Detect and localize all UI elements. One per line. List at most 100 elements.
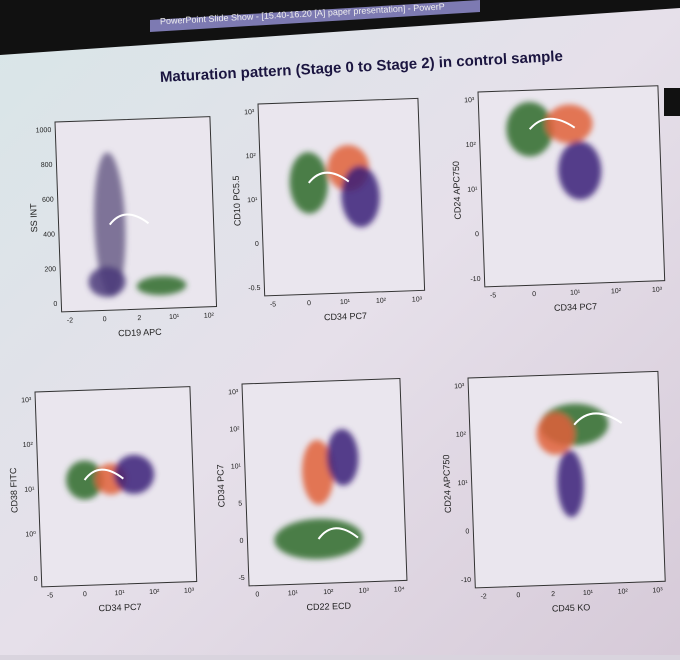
y-tick-label: 0 [239,538,243,545]
y-tick-label: 10² [229,426,240,433]
cell-cloud [558,141,602,200]
screen-edge [664,88,680,116]
x-tick-label: 10³ [652,587,663,594]
y-tick-label: 10³ [464,97,475,104]
y-tick-label: 10¹ [231,463,242,470]
cell-cloud [326,429,359,486]
x-axis-label: CD34 PC7 [98,602,141,613]
x-axis-label: CD34 PC7 [324,311,367,322]
x-tick-label: 10¹ [288,590,299,597]
x-tick-label: 10¹ [169,314,180,321]
y-tick-label: 10³ [228,389,239,396]
cell-cloud [557,450,584,518]
x-tick-label: -5 [270,301,277,308]
plot: 10³ 10² 10¹ 10⁰ 0 -5 0 10¹ 10² 10³ CD34 PC7 CD38 FI… [8,386,198,613]
cell-cloud [113,454,155,494]
plot-frame [54,116,218,313]
cell-cloud [289,152,329,214]
x-tick-label: 2 [551,591,555,598]
x-tick-label: -5 [47,592,54,599]
x-tick-label: 10⁴ [394,586,405,593]
x-tick-label: 10³ [412,296,423,303]
y-tick-label: 10² [23,442,34,449]
cell-clouds [289,145,380,228]
x-tick-label: 10² [323,589,334,596]
y-axis-label: SS INT [28,203,39,233]
y-tick-label: 400 [43,231,55,238]
x-tick-label: 10³ [184,587,195,594]
y-tick-label: -10 [461,577,471,584]
y-tick-label: 10¹ [24,486,35,493]
y-tick-label: -10 [470,276,480,283]
maturation-arrow [83,468,124,481]
x-axis-label: CD22 ECD [306,601,351,613]
cell-cloud [136,276,187,296]
y-tick-label: 10³ [244,109,255,116]
x-tick-label: 10¹ [340,299,351,306]
y-tick-label: 10¹ [467,186,478,193]
y-tick-label: 10¹ [457,480,468,487]
x-tick-label: 0 [516,592,520,599]
y-axis-label: CD10 PC5.5 [231,175,243,226]
x-tick-label: -5 [490,292,497,299]
x-axis-label: CD34 PC7 [554,301,597,312]
y-tick-label: 10² [246,153,257,160]
y-tick-label: 10³ [454,383,465,390]
y-tick-label: 1000 [36,127,52,135]
x-tick-label: 10¹ [583,590,594,597]
title-bar [150,0,480,32]
y-tick-label: 5 [238,501,242,508]
y-tick-label: 10² [456,431,467,438]
cell-cloud [341,165,380,228]
x-tick-label: 10³ [359,588,370,595]
y-axis-label: CD24 APC750 [451,161,463,220]
x-tick-label: 10¹ [570,289,581,296]
y-tick-label: 0 [53,301,57,308]
y-tick-label: 10⁰ [25,530,36,538]
x-axis-label: CD19 APC [118,327,162,339]
y-tick-label: 0 [34,576,38,583]
x-tick-label: 10² [149,589,160,596]
y-tick-label: 10² [466,142,477,149]
y-tick-label: 200 [44,266,56,273]
x-tick-label: 10² [618,588,629,595]
maturation-arrow [307,171,350,184]
dark-corner [0,0,680,55]
x-tick-label: 0 [307,300,311,307]
x-tick-label: -2 [67,317,74,324]
y-tick-label: -0.5 [248,285,260,292]
cell-cloud [301,440,334,505]
plot: 1000 800 600 400 200 0 -2 0 2 10¹ 10² CD19 APC SS IN… [28,116,218,339]
cell-clouds [66,454,155,500]
plot-frame [257,97,426,297]
y-axis-label: CD38 FITC [8,467,20,513]
x-tick-label: 10³ [652,287,663,294]
x-axis-label: CD45 KO [552,602,591,613]
x-tick-label: 2 [137,315,141,322]
cell-cloud [88,266,126,297]
plot: 10³ 10² 10¹ 0 -10 -5 0 10¹ 10² 10³ CD34 PC7 CD24 AP… [451,85,666,313]
x-tick-label: 10² [204,312,215,319]
maturation-arrow [108,213,150,226]
y-axis-label: CD24 APC750 [441,454,453,513]
x-tick-label: 0 [532,291,536,298]
x-tick-label: 0 [83,591,87,598]
y-tick-label: 0 [465,528,469,535]
cell-cloud [536,412,575,455]
x-tick-label: 10¹ [114,590,125,597]
x-tick-label: 10² [376,297,387,304]
y-tick-label: 600 [42,197,54,204]
y-tick-label: 10³ [21,397,32,404]
plot: 10³ 10² 10¹ 0 -10 -2 0 2 10¹ 10² 10³ CD45 KO CD24 AP… [441,370,666,614]
plot: 10³ 10² 10¹ 0 -0.5 -5 0 10¹ 10² 10³ CD34 PC7 CD10 P… [231,97,426,322]
plot: 10³ 10² 10¹ 5 0 -5 0 10¹ 10² 10³ 10⁴ CD22 ECD CD34 P… [215,377,408,613]
x-tick-label: 0 [103,316,107,323]
y-tick-label: 800 [41,162,53,169]
y-tick-label: -5 [238,575,245,582]
y-axis-label: CD34 PC7 [215,464,226,507]
y-tick-label: 10¹ [247,197,258,204]
x-tick-label: 10² [611,288,622,295]
maturation-arrow [573,412,623,426]
